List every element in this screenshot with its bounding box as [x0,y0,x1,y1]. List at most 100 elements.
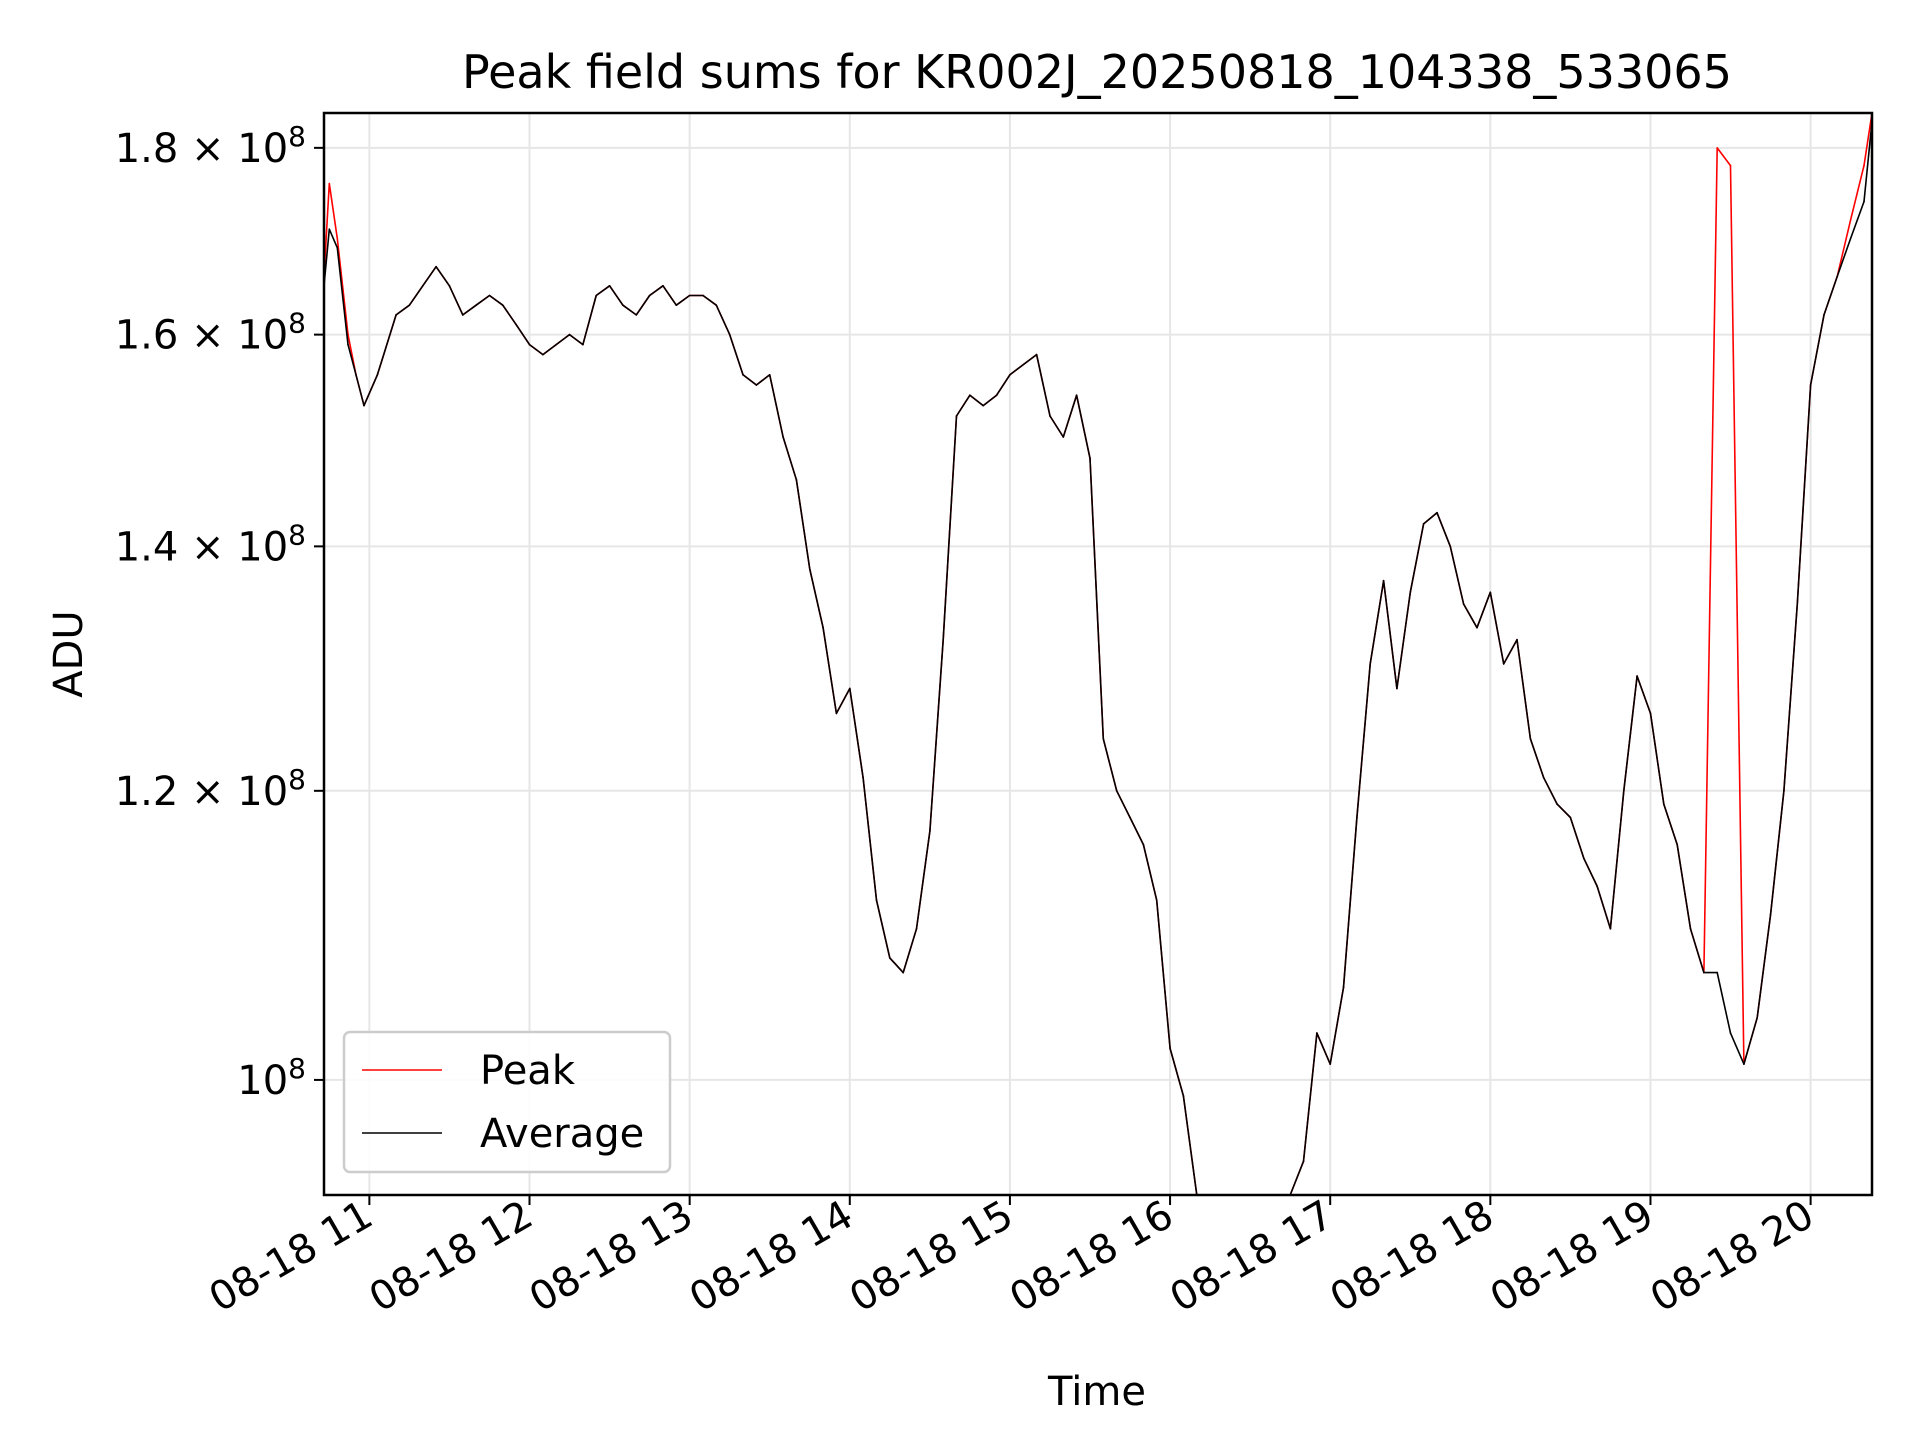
data-point-average [1756,1016,1758,1019]
y-tick-label: 1.8 × 108 [115,120,306,172]
data-point-average [1489,591,1492,594]
data-point-average [1516,638,1518,641]
data-point-average [1009,374,1011,376]
data-point-average [835,712,838,715]
y-tick-label: 1.6 × 108 [115,307,306,359]
data-point-average [336,247,339,249]
data-point-average [363,404,365,407]
data-point-average [715,304,718,307]
data-point-peak [1729,164,1732,167]
data-point-average [1609,928,1612,930]
y-tick-label: 1.4 × 108 [115,518,306,570]
x-axis-title: Time [1047,1369,1146,1415]
data-point-average [809,568,811,570]
chart-title: Peak field sums for KR002J_20250818_1043… [462,45,1732,99]
data-point-average [435,265,437,268]
data-point-average [1089,457,1091,460]
data-point-average [1155,899,1158,901]
plot-frame [322,111,1874,1197]
data-point-average [1769,913,1772,916]
data-point-average [1422,523,1425,525]
data-point-average [1542,776,1545,779]
data-point-average [542,353,544,356]
data-point-average [929,830,931,832]
y-axis-title: ADU [46,610,92,697]
data-point-average [448,285,451,287]
data-point-average [1142,843,1145,846]
data-point-average [1703,971,1705,974]
legend-box [342,1030,672,1174]
data-point-average [1436,511,1438,514]
data-point-average [1863,200,1865,203]
data-point-average [728,333,731,336]
data-point-average [688,294,691,297]
data-point-average [555,343,557,346]
data-point-average [355,374,357,376]
data-point-average [1022,363,1025,366]
data-point-average [862,776,864,779]
data-point-peak [1863,164,1865,167]
data-point-average [1783,790,1785,792]
data-point-average [488,294,491,297]
data-point-average [1462,603,1465,605]
data-point-average [1382,579,1385,582]
data-point-average [1583,857,1585,860]
legend-label-peak: Peak [480,1048,576,1094]
data-point-average [595,294,597,297]
data-point-average [1649,712,1652,715]
data-point-average [1075,394,1078,397]
data-point-average [395,314,397,316]
data-point-average [515,323,517,326]
data-point-average [795,479,798,481]
data-point-peak [1849,219,1852,221]
data-point-average [1409,591,1412,594]
y-tick-label: 1.2 × 108 [115,763,306,815]
data-point-average [1102,738,1105,740]
data-point-average [782,436,784,438]
data-point-average [1849,237,1852,240]
data-point-average [1676,843,1678,846]
data-point-average [742,374,744,376]
y-axis: 108 1.2 × 108 1.4 × 108 1.6 × 108 1.8 × 108 [115,120,324,1104]
data-point-average [635,314,638,316]
data-point-average [1329,1063,1331,1065]
data-point-average [942,638,944,641]
data-point-average [1596,885,1598,887]
data-point-average [675,304,678,307]
data-point-average [889,957,891,959]
data-point-average [969,394,971,397]
data-point-average [915,928,918,930]
data-point-average [902,971,904,974]
grid [324,113,1872,1195]
data-point-average [328,228,331,230]
data-point-average [1556,803,1558,805]
data-point-average [755,384,758,386]
data-point-average [849,687,851,690]
data-point-average [1743,1063,1745,1065]
data-point-average [502,304,504,307]
data-point-average [1169,1047,1171,1050]
data-point-average [1035,353,1038,356]
data-point-peak [1716,147,1718,149]
data-point-average [1729,1032,1732,1034]
data-point-average [622,304,624,307]
data-point-average [768,374,771,376]
data-point-average [1316,1032,1318,1034]
data-point-average [1823,314,1825,316]
data-point-average [648,294,651,297]
data-point-peak [336,237,339,240]
data-point-average [1115,790,1118,792]
data-point-average [582,343,584,346]
data-point-average [982,404,984,407]
data-point-average [475,304,477,307]
data-point-average [1062,436,1065,438]
data-point-average [702,294,704,297]
y-tick-label: 108 [237,1052,306,1104]
data-point-average [528,343,531,346]
data-point-average [1356,816,1358,819]
data-point-average [1689,928,1692,930]
data-point-average [1396,687,1398,690]
data-point-average [408,304,411,307]
